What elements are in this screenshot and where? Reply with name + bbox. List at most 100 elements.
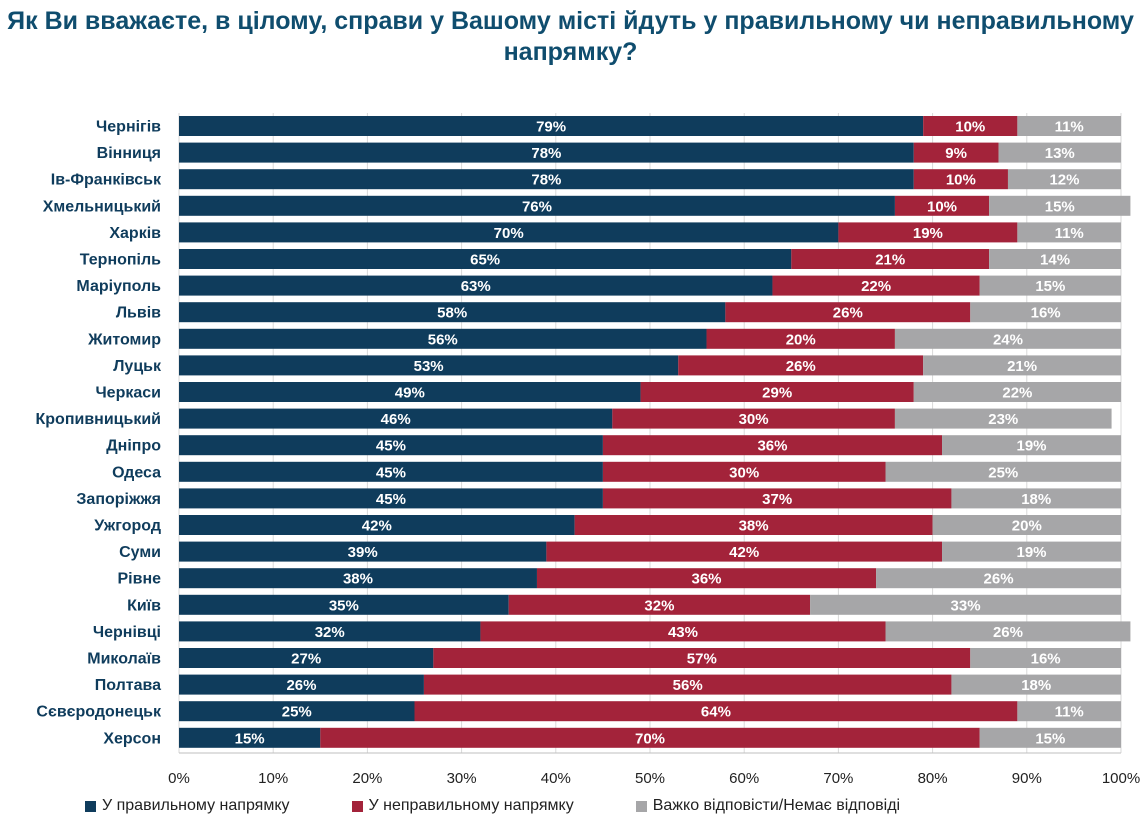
data-label: 45%	[376, 438, 406, 455]
category-label: Чернівці	[93, 624, 161, 641]
x-tick-label: 50%	[635, 770, 665, 787]
bar-segment-wrong	[508, 594, 811, 615]
bar-segment-right	[179, 195, 895, 216]
bar-segment-wrong	[536, 568, 877, 589]
bar-segment-wrong	[433, 648, 971, 668]
data-label: 42%	[729, 544, 759, 561]
data-label: 36%	[692, 571, 722, 588]
category-label: Хмельницький	[43, 198, 161, 215]
data-label: 14%	[1040, 252, 1070, 269]
bar-segment-right	[179, 142, 914, 163]
data-label: 26%	[833, 305, 863, 322]
data-label: 10%	[946, 172, 976, 189]
bar-segment-dk	[913, 382, 1121, 402]
data-label: 15%	[1035, 278, 1065, 295]
legend-item-wrong: У неправильному напрямку	[351, 797, 574, 815]
data-label: 58%	[437, 305, 467, 322]
category-label: Одеса	[112, 464, 161, 481]
bar-segment-wrong	[574, 515, 933, 535]
category-label: Вінниця	[97, 145, 161, 162]
data-label: 33%	[951, 597, 981, 614]
data-label: 16%	[1031, 651, 1061, 668]
data-label: 27%	[291, 651, 321, 668]
data-label: 45%	[376, 491, 406, 508]
bar-segment-dk	[979, 275, 1121, 296]
category-label: Луцьк	[113, 358, 162, 375]
data-label: 25%	[282, 704, 312, 721]
data-label: 15%	[235, 730, 265, 747]
data-label: 21%	[875, 252, 905, 269]
bar-segment-right	[179, 408, 613, 429]
category-label: Миколаїв	[87, 651, 161, 668]
bar-segment-right	[179, 328, 707, 349]
data-label: 46%	[381, 411, 411, 428]
bar-segment-right	[179, 648, 434, 668]
bar-segment-wrong	[423, 674, 952, 695]
bar-segment-wrong	[320, 727, 980, 748]
category-label: Дніпро	[106, 438, 161, 455]
data-label: 56%	[673, 677, 703, 694]
legend-item-right: У правильному напрямку	[85, 797, 290, 815]
data-label: 79%	[536, 119, 566, 136]
bar-segment-right	[179, 275, 773, 296]
category-labels: Чернігів Вінниця Ів-Франківськ Хмельницький…	[36, 119, 162, 748]
category-label: Чернігів	[96, 119, 161, 136]
bar-segment-wrong	[612, 408, 895, 429]
data-label: 19%	[1016, 544, 1046, 561]
bar-segment-wrong	[602, 435, 943, 456]
data-label: 11%	[1055, 225, 1084, 242]
data-label: 38%	[739, 518, 769, 535]
bar-segment-dk	[894, 408, 1112, 429]
bar-segment-right	[179, 674, 424, 695]
category-label: Тернопіль	[80, 252, 161, 269]
data-label: 64%	[701, 704, 731, 721]
bar-segment-right	[179, 116, 924, 136]
x-tick-label: 60%	[729, 770, 759, 787]
bar-segment-right	[179, 355, 679, 376]
bar-segment-dk	[1017, 701, 1121, 722]
bar-segment-wrong	[913, 169, 1008, 190]
data-label: 20%	[786, 331, 816, 348]
bar-segment-dk	[1017, 222, 1121, 243]
data-label: 12%	[1049, 172, 1079, 189]
bar-segment-dk	[970, 648, 1121, 668]
legend-item-dk: Важко відповісти/Немає відповіді	[635, 797, 900, 815]
bar-segment-dk	[998, 142, 1121, 163]
data-label: 20%	[1012, 518, 1042, 535]
data-label: 78%	[531, 172, 561, 189]
bars: 79% 10% 11% 78% 9% 13% 78% 10% 12% 76% 10% 15% 70% 19…	[179, 116, 1131, 748]
bar-segment-right	[179, 621, 481, 642]
legend-swatch-right	[85, 800, 96, 812]
x-tick-label: 70%	[823, 770, 853, 787]
legend-swatch-wrong	[351, 800, 363, 812]
bar-segment-wrong	[546, 541, 943, 562]
bar-segment-wrong	[725, 302, 971, 323]
category-label: Суми	[119, 544, 161, 561]
data-label: 21%	[1007, 358, 1037, 375]
bar-segment-wrong	[414, 701, 1018, 722]
x-tick-label: 40%	[541, 770, 571, 787]
bar-segment-dk	[1007, 169, 1121, 190]
data-label: 19%	[913, 225, 943, 242]
data-label: 26%	[993, 624, 1023, 641]
data-label: 24%	[993, 331, 1023, 348]
data-label: 26%	[286, 677, 316, 694]
data-label: 26%	[786, 358, 816, 375]
category-label: Херсон	[103, 730, 161, 747]
bar-segment-right	[179, 701, 415, 722]
data-label: 38%	[343, 571, 373, 588]
bar-segment-wrong	[923, 116, 1018, 136]
category-label: Кропивницький	[36, 411, 162, 428]
data-label: 30%	[739, 411, 769, 428]
category-label: Полтава	[95, 677, 161, 694]
data-label: 26%	[984, 571, 1014, 588]
category-label: Рівне	[117, 571, 161, 588]
bar-segment-dk	[923, 355, 1121, 376]
data-label: 22%	[861, 278, 891, 295]
legend-swatch-dk	[635, 800, 647, 812]
bar-segment-right	[179, 249, 792, 269]
bar-segment-right	[179, 594, 509, 615]
data-label: 22%	[1002, 385, 1032, 402]
data-label: 65%	[470, 252, 500, 269]
data-label: 42%	[362, 518, 392, 535]
